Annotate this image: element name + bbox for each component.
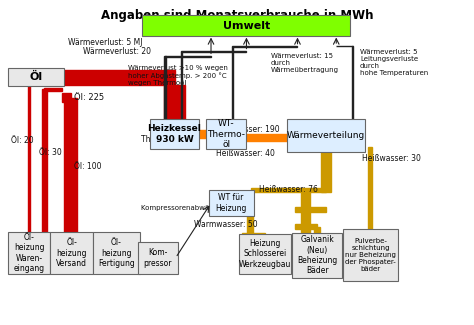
Polygon shape	[368, 147, 373, 230]
Text: Heißwasser: 30: Heißwasser: 30	[362, 154, 421, 163]
Polygon shape	[301, 192, 310, 234]
Text: Heißwasser: 190: Heißwasser: 190	[216, 125, 279, 134]
FancyBboxPatch shape	[138, 242, 178, 274]
FancyBboxPatch shape	[8, 68, 64, 86]
Text: Kom-
pressor: Kom- pressor	[144, 248, 172, 268]
Text: Wärmeverlust: 5 MJ: Wärmeverlust: 5 MJ	[68, 38, 142, 46]
Polygon shape	[62, 70, 174, 84]
Text: Öl-
heizung
Versand: Öl- heizung Versand	[56, 238, 87, 268]
Polygon shape	[181, 51, 246, 52]
FancyBboxPatch shape	[209, 190, 254, 216]
Polygon shape	[62, 93, 71, 102]
Text: Angaben sind Monatsverbrauche in MWh: Angaben sind Monatsverbrauche in MWh	[101, 9, 373, 22]
Polygon shape	[181, 51, 182, 121]
Text: Galvanik
(Neu)
Beheizung
Bäder: Galvanik (Neu) Beheizung Bäder	[297, 235, 337, 276]
FancyBboxPatch shape	[287, 120, 365, 152]
Text: Wärmeverlust: 5
Leitungsverluste
durch
hohe Temperaturen: Wärmeverlust: 5 Leitungsverluste durch h…	[360, 49, 428, 76]
FancyBboxPatch shape	[93, 232, 140, 274]
Text: Heizung
Schlosserei
Werkzeugbau: Heizung Schlosserei Werkzeugbau	[239, 239, 292, 269]
Text: Heizkessel
930 kW: Heizkessel 930 kW	[147, 124, 201, 144]
Text: Wärmeverlust: 20: Wärmeverlust: 20	[83, 47, 151, 56]
Text: Pulverbe-
schichtung
nur Beheizung
der Phospater-
bäder: Pulverbe- schichtung nur Beheizung der P…	[345, 238, 396, 272]
Polygon shape	[165, 56, 211, 57]
Text: Öl: 20: Öl: 20	[11, 136, 34, 145]
Polygon shape	[295, 207, 326, 212]
Polygon shape	[232, 47, 233, 121]
Text: Kompressorenabwärme: 10: Kompressorenabwärme: 10	[141, 205, 236, 212]
Polygon shape	[326, 146, 362, 149]
Text: Umwelt: Umwelt	[223, 21, 270, 31]
Polygon shape	[247, 214, 253, 235]
FancyBboxPatch shape	[343, 229, 398, 280]
Polygon shape	[164, 84, 185, 121]
Text: Thermoöl: 205: Thermoöl: 205	[141, 135, 196, 144]
FancyBboxPatch shape	[150, 120, 199, 149]
Polygon shape	[42, 89, 46, 234]
Polygon shape	[27, 84, 30, 234]
Text: Warmwasser: 50: Warmwasser: 50	[194, 220, 258, 229]
Polygon shape	[352, 46, 354, 121]
Text: Öl-
heizung
Fertigung: Öl- heizung Fertigung	[98, 238, 135, 268]
Text: Öl-
heizung
Waren-
eingang: Öl- heizung Waren- eingang	[13, 233, 45, 273]
Polygon shape	[232, 46, 298, 47]
Text: Wärmeverlust >10 % wegen
hoher Abgastemp. > 200 °C
wegen Thermoöl: Wärmeverlust >10 % wegen hoher Abgastemp…	[128, 65, 228, 86]
Text: WT-
Thermo-
öl: WT- Thermo- öl	[207, 119, 246, 149]
FancyBboxPatch shape	[143, 15, 350, 36]
Polygon shape	[64, 98, 77, 234]
Text: Wärmeverteilung: Wärmeverteilung	[286, 131, 365, 140]
Polygon shape	[321, 150, 330, 192]
Text: Öl: 225: Öl: 225	[74, 93, 104, 102]
FancyBboxPatch shape	[50, 232, 93, 274]
Text: Heißwasser: 40: Heißwasser: 40	[216, 149, 274, 158]
FancyBboxPatch shape	[206, 120, 246, 149]
Polygon shape	[314, 227, 320, 234]
Text: Öl: 30: Öl: 30	[39, 148, 62, 157]
Polygon shape	[164, 56, 166, 121]
Polygon shape	[242, 233, 265, 237]
Polygon shape	[197, 130, 209, 138]
Text: Öl: 100: Öl: 100	[74, 162, 101, 171]
Polygon shape	[29, 83, 62, 84]
FancyBboxPatch shape	[8, 232, 50, 274]
Text: Heißwasser: 76: Heißwasser: 76	[259, 185, 318, 193]
Polygon shape	[44, 88, 62, 91]
Polygon shape	[251, 188, 326, 192]
Text: Öl: Öl	[29, 72, 43, 82]
Polygon shape	[244, 134, 289, 141]
Text: WT für
Heizung: WT für Heizung	[215, 193, 247, 213]
Text: Wärmeverlust: 15
durch
Wärmeübertragung: Wärmeverlust: 15 durch Wärmeübertragung	[271, 53, 339, 73]
FancyBboxPatch shape	[239, 234, 292, 274]
FancyBboxPatch shape	[292, 233, 342, 278]
Polygon shape	[295, 225, 317, 229]
